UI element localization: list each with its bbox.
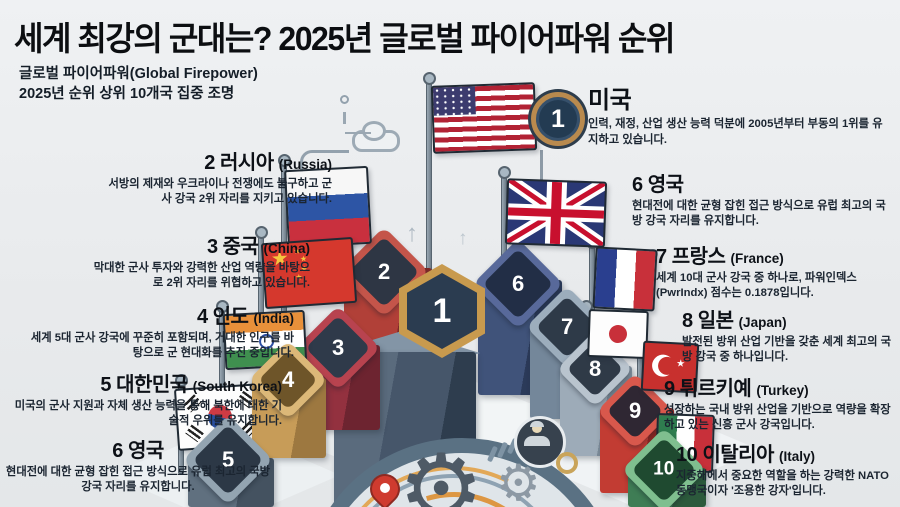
entry-name: 대한민국 — [116, 374, 188, 396]
entry-japan: 8 일본 (Japan) 발전된 방위 산업 기반을 갖춘 세계 최고의 국방 … — [682, 310, 896, 365]
pedestal-rank-label: 7 — [560, 314, 574, 339]
page-title: 세계 최강의 군대는? 2025년 글로벌 파이어파워 순위 — [14, 20, 675, 57]
entry-desc: 서방의 제재와 우크라이나 전쟁에도 불구하고 군사 강국 2위 자리를 지키고… — [108, 178, 332, 206]
entry-russia: 2 러시아 (Russia) 서방의 제재와 우크라이나 전쟁에도 불구하고 군… — [108, 152, 332, 207]
entry-desc: 발전된 방위 산업 기반을 갖춘 세계 최고의 국방 강국 중 하나입니다. — [682, 336, 892, 364]
flagpole-knob — [175, 374, 188, 387]
entry-uk-left: 6 영국 현대전에 대한 균형 잡힌 접근 방식으로 유럽 최고의 국방 강국 … — [0, 440, 276, 495]
entry-name: 영국 — [647, 174, 684, 196]
entry-name-en: (France) — [730, 251, 784, 266]
entry-india: 4 인도 (India) 세계 5대 군사 강국에 꾸준히 포함되며, 거대한 … — [28, 306, 294, 361]
map-pin-dot — [380, 483, 390, 493]
flagpole-knob — [423, 72, 436, 85]
entry-desc: 세계 5대 군사 강국에 꾸준히 포함되며, 거대한 인구를 바탕으로 군 현대… — [30, 332, 294, 360]
soldier-head — [532, 424, 542, 433]
page-subtitle: 글로벌 파이어파워(Global Firepower) 2025년 순위 상위 … — [19, 64, 258, 104]
flagpole-knob — [255, 226, 268, 239]
entry-name: 이탈리아 — [702, 444, 774, 466]
entry-name: 인도 — [212, 306, 249, 328]
entry-rank: 6 — [632, 174, 643, 196]
flag-us-canton — [432, 86, 476, 116]
entry-rank: 2 — [204, 152, 215, 174]
rank-1-medal-icon: 1 — [531, 92, 585, 146]
entry-rank: 7 — [656, 246, 667, 268]
crescent-icon — [657, 356, 677, 376]
pedestal-rank-label: 2 — [377, 259, 391, 284]
entry-name-en: (India) — [253, 311, 295, 326]
entry-china: 3 중국 (China) 막대한 군사 투자와 강력한 산업 역량을 바탕으로 … — [86, 236, 310, 291]
flagpole-knob — [278, 154, 291, 167]
entry-rank: 5 — [100, 374, 112, 396]
entry-name-en: (China) — [263, 241, 311, 256]
pedestal-rank-label: 8 — [588, 356, 602, 381]
entry-desc: 막대한 군사 투자와 강력한 산업 역량을 바탕으로 2위 자리를 위협하고 있… — [93, 262, 310, 290]
flagpole-knob — [498, 166, 511, 179]
entry-south-korea: 5 대한민국 (South Korea) 미국의 군사 지원과 자체 생산 능력… — [12, 374, 282, 429]
entry-turkey: 9 튀르키예 (Turkey) 성장하는 국내 방위 산업을 기반으로 역량을 … — [664, 378, 898, 433]
ring-decor — [556, 452, 578, 474]
entry-name: 일본 — [697, 310, 734, 332]
entry-name: 튀르키예 — [679, 378, 752, 400]
entry-desc: 세계 10대 군사 강국 중 하나로, 파워인덱스(PwrIndx) 점수는 0… — [656, 272, 857, 300]
entry-name-en: (Italy) — [778, 449, 815, 464]
up-arrow-icon: ↑ — [458, 228, 468, 249]
flag-united-kingdom — [504, 178, 608, 248]
entry-desc: 미국의 군사 지원과 자체 생산 능력을 통해 북한에 대한 기술적 우위를 유… — [14, 400, 282, 428]
entry-desc: 인력, 재정, 산업 생산 능력 덕분에 2005년부터 부동의 1위를 유지하… — [588, 118, 883, 146]
cloud-icon — [362, 121, 386, 141]
soldier-body — [524, 436, 550, 446]
entry-desc: 현대전에 대한 균형 잡힌 접근 방식으로 유럽 최고의 국방 강국 자리를 유… — [5, 466, 271, 494]
hinomaru-icon — [608, 324, 628, 344]
pedestal-rank-label: 10 — [653, 458, 675, 480]
entry-desc: 지중해에서 중요한 역할을 하는 강력한 NATO 동맹국이자 '조용한 강자'… — [676, 470, 889, 498]
pedestal-rank-label: 6 — [511, 271, 525, 296]
entry-united-states: 미국 인력, 재정, 산업 생산 능력 덕분에 2005년부터 부동의 1위를 … — [588, 87, 888, 148]
entry-desc: 성장하는 국내 방위 산업을 기반으로 역량을 확장하고 있는 신흥 군사 강국… — [664, 404, 891, 432]
entry-name: 영국 — [127, 440, 164, 462]
entry-france: 7 프랑스 (France) 세계 10대 군사 강국 중 하나로, 파워인덱스… — [656, 246, 896, 301]
entry-name: 미국 — [588, 87, 632, 114]
subtitle-line-1: 글로벌 파이어파워(Global Firepower) — [19, 66, 258, 82]
flag-japan — [587, 308, 649, 360]
flag-united-states — [430, 82, 538, 154]
pedestal-rank-label: 9 — [628, 398, 642, 423]
entry-rank: 3 — [206, 236, 218, 258]
soldier-helmet — [530, 421, 544, 427]
entry-uk-right: 6 영국 현대전에 대한 균형 잡힌 접근 방식으로 유럽 최고의 국방 강국 … — [632, 174, 894, 229]
entry-name-en: (Japan) — [738, 315, 787, 330]
entry-italy: 10 이탈리아 (Italy) 지중해에서 중요한 역할을 하는 강력한 NAT… — [676, 444, 898, 499]
entry-rank: 8 — [682, 310, 693, 332]
medal-number: 1 — [551, 104, 565, 133]
entry-desc: 현대전에 대한 균형 잡힌 접근 방식으로 유럽 최고의 국방 강국 자리를 유… — [632, 200, 886, 228]
pedestal-rank-label: 4 — [281, 367, 295, 392]
entry-name: 러시아 — [219, 152, 274, 174]
entry-name-en: (Turkey) — [756, 383, 809, 398]
gear-icon: ⚙ — [398, 436, 485, 507]
entry-name: 프랑스 — [671, 246, 726, 268]
entry-name-en: (South Korea) — [192, 379, 282, 394]
entry-name: 중국 — [222, 236, 259, 258]
entry-name-en: (Russia) — [278, 157, 332, 172]
entry-rank: 4 — [196, 306, 208, 328]
dot-decor — [340, 95, 349, 104]
pedestal-rank-label: 3 — [331, 335, 345, 360]
dot-decor — [343, 112, 346, 124]
entry-rank: 6 — [112, 440, 123, 462]
pedestal-rank-label: 1 — [432, 291, 452, 330]
flagpole-knob — [216, 300, 229, 313]
subtitle-line-2: 2025년 순위 상위 10개국 집중 조명 — [19, 86, 235, 102]
flag-france — [592, 246, 658, 312]
entry-rank: 10 — [676, 444, 698, 466]
up-arrow-icon: ↑ — [406, 220, 418, 247]
line-decor — [345, 132, 371, 134]
entry-rank: 9 — [664, 378, 675, 400]
